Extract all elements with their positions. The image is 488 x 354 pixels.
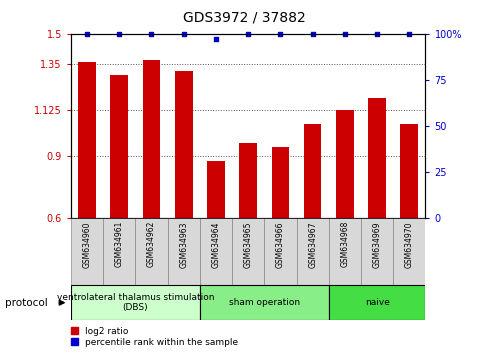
Bar <box>200 218 232 285</box>
Bar <box>71 285 200 320</box>
Point <box>83 31 91 36</box>
Text: GSM634967: GSM634967 <box>307 221 317 268</box>
Text: naive: naive <box>364 298 389 307</box>
Bar <box>200 285 328 320</box>
Bar <box>303 124 321 218</box>
Bar <box>135 218 167 285</box>
Text: GSM634961: GSM634961 <box>115 221 123 268</box>
Bar <box>367 98 385 218</box>
Legend: log2 ratio, percentile rank within the sample: log2 ratio, percentile rank within the s… <box>70 326 239 348</box>
Text: GSM634968: GSM634968 <box>340 221 348 268</box>
Text: GSM634965: GSM634965 <box>243 221 252 268</box>
Text: GSM634962: GSM634962 <box>147 221 156 268</box>
Point <box>180 31 187 36</box>
Bar <box>392 218 425 285</box>
Point <box>308 31 316 36</box>
Bar <box>296 218 328 285</box>
Text: GSM634963: GSM634963 <box>179 221 188 268</box>
Point <box>115 31 123 36</box>
Text: protocol: protocol <box>5 298 47 308</box>
Point <box>340 31 348 36</box>
Point <box>147 31 155 36</box>
Bar <box>264 218 296 285</box>
Text: GSM634969: GSM634969 <box>372 221 381 268</box>
Bar <box>78 62 96 218</box>
Text: GDS3972 / 37882: GDS3972 / 37882 <box>183 11 305 25</box>
Bar <box>328 285 425 320</box>
Text: sham operation: sham operation <box>228 298 299 307</box>
Bar <box>239 143 257 218</box>
Bar <box>142 60 160 218</box>
Bar <box>400 124 417 218</box>
Point <box>405 31 412 36</box>
Bar <box>103 218 135 285</box>
Text: ventrolateral thalamus stimulation
(DBS): ventrolateral thalamus stimulation (DBS) <box>57 293 214 312</box>
Bar <box>175 72 192 218</box>
Bar <box>71 218 103 285</box>
Point <box>244 31 252 36</box>
Text: GSM634970: GSM634970 <box>404 221 413 268</box>
Bar <box>328 218 360 285</box>
Point <box>372 31 380 36</box>
Point <box>212 36 220 42</box>
Bar <box>271 147 289 218</box>
Bar <box>206 161 224 218</box>
Bar <box>110 75 128 218</box>
Text: GSM634966: GSM634966 <box>275 221 285 268</box>
Bar <box>167 218 200 285</box>
Point <box>276 31 284 36</box>
Text: GSM634964: GSM634964 <box>211 221 220 268</box>
Bar <box>232 218 264 285</box>
Bar <box>360 218 392 285</box>
Bar <box>335 110 353 218</box>
Text: GSM634960: GSM634960 <box>82 221 91 268</box>
